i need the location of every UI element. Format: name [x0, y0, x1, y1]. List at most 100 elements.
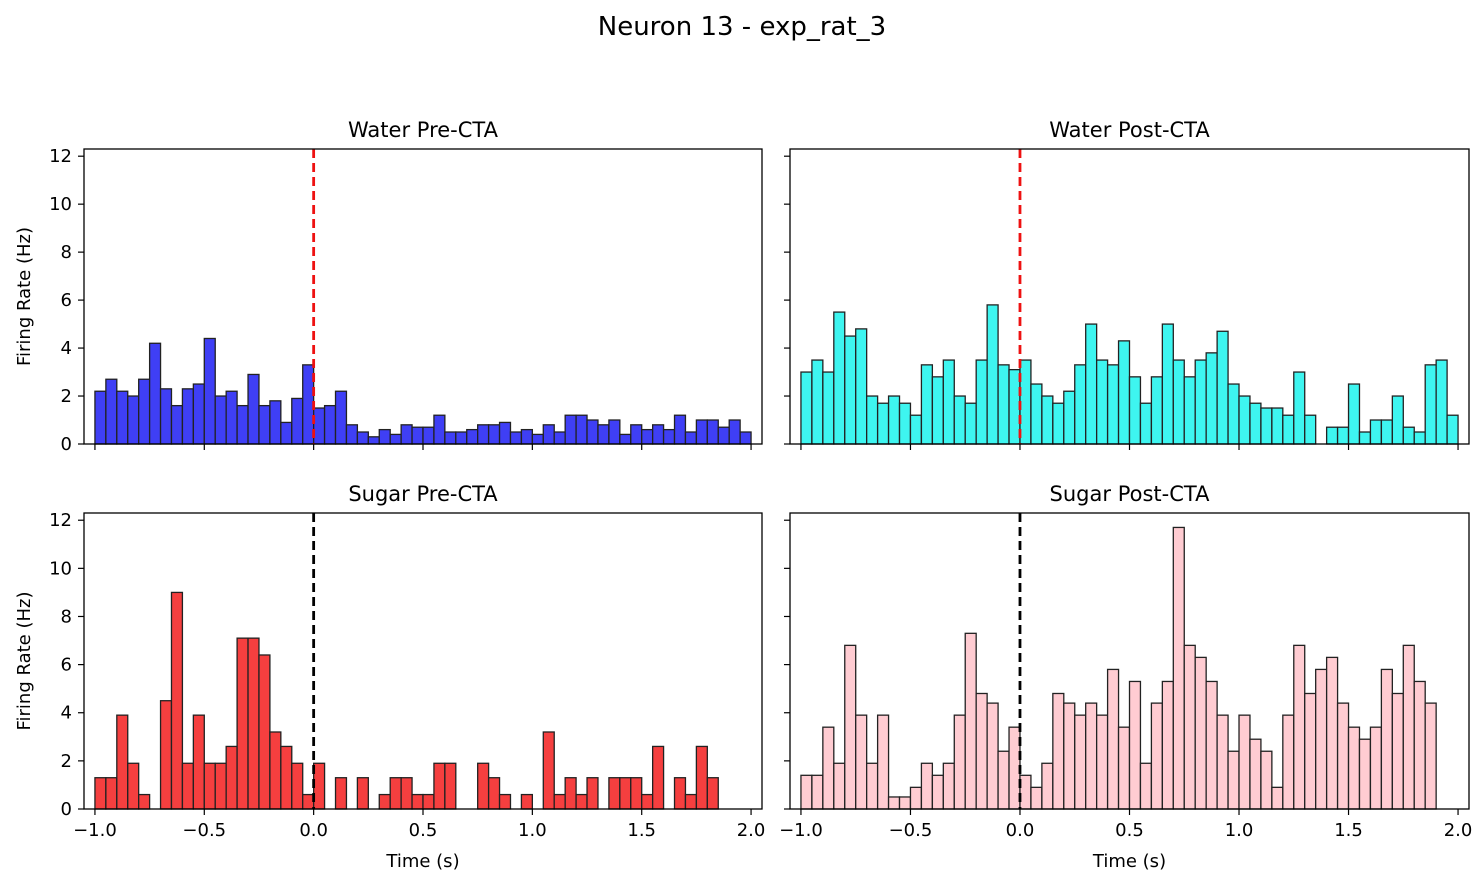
histogram-bar — [1249, 738, 1262, 810]
histogram-bars — [800, 526, 1437, 810]
histogram-bar — [1249, 402, 1262, 445]
histogram-bar — [1304, 414, 1317, 445]
histogram-bar — [291, 397, 304, 445]
histogram-bar — [1260, 750, 1273, 810]
histogram-bar — [1216, 330, 1229, 445]
histogram-bar — [444, 431, 457, 445]
histogram-bar — [170, 591, 184, 810]
histogram-bar — [619, 777, 632, 810]
histogram-bar — [844, 644, 857, 810]
y-axis-label: Firing Rate (Hz) — [14, 591, 35, 730]
histogram-bar — [909, 786, 923, 810]
histogram-bar — [739, 431, 752, 445]
histogram-bar — [553, 793, 566, 810]
histogram-bar — [728, 419, 741, 445]
histogram-bar — [542, 424, 555, 445]
histogram-bar — [1085, 323, 1098, 445]
x-tick-label: 1.5 — [1334, 820, 1363, 841]
histogram-bar — [706, 777, 719, 810]
histogram-bar — [651, 745, 665, 810]
subplot-title: Sugar Pre-CTA — [348, 482, 498, 506]
histogram-bar — [411, 793, 424, 810]
histogram-bar — [302, 793, 315, 810]
histogram-bar — [477, 762, 490, 810]
histogram-bar — [138, 378, 151, 445]
histogram-bar — [1402, 644, 1415, 810]
histogram-bar — [356, 777, 369, 810]
histogram-bar — [1074, 714, 1087, 810]
histogram-bar — [1424, 702, 1437, 810]
histogram-bar — [1293, 371, 1306, 445]
histogram-bar — [975, 692, 988, 810]
histogram-bar — [876, 402, 890, 445]
histogram-bar — [192, 714, 205, 810]
histogram-bar — [94, 777, 107, 810]
histogram-bar — [1347, 726, 1361, 810]
histogram-bar — [1391, 692, 1404, 810]
histogram-bar — [931, 376, 944, 445]
histogram-bar — [94, 390, 107, 445]
histogram-bar — [822, 371, 835, 445]
x-tick-label: 0.0 — [299, 820, 328, 841]
histogram-bar — [1183, 376, 1196, 445]
histogram-bar — [1008, 369, 1021, 445]
histogram-bar — [1139, 402, 1153, 445]
histogram-bar — [400, 424, 413, 445]
x-tick-label: 2.0 — [737, 820, 766, 841]
histogram-bar — [1128, 680, 1142, 810]
histogram-bar — [898, 796, 912, 810]
histogram-bar — [1019, 774, 1032, 810]
histogram-bar — [1095, 714, 1109, 810]
histogram-bar — [811, 774, 824, 810]
histogram-bar — [866, 762, 879, 810]
histogram-bar — [953, 395, 966, 445]
histogram-bar — [1238, 714, 1251, 810]
histogram-bar — [630, 424, 643, 445]
histogram-bar — [378, 793, 391, 810]
x-tick-label: 1.0 — [518, 820, 547, 841]
subplot-title: Sugar Post-CTA — [1050, 482, 1211, 506]
histogram-bar — [1358, 431, 1372, 445]
histogram-bar — [1293, 644, 1306, 810]
histogram-bar — [498, 421, 512, 445]
histogram-bar — [964, 632, 977, 810]
histogram-bar — [586, 777, 599, 810]
histogram-bar — [684, 431, 698, 445]
histogram-bar — [291, 762, 304, 810]
subplot-title: Water Post-CTA — [1049, 118, 1210, 142]
y-tick-label: 0 — [61, 434, 72, 455]
histogram-bar — [1238, 395, 1251, 445]
histogram-bar — [487, 424, 501, 445]
y-tick-label: 6 — [61, 290, 72, 311]
y-tick-label: 10 — [49, 194, 72, 215]
histogram-bar — [1369, 419, 1383, 445]
y-tick-label: 0 — [61, 799, 72, 820]
histogram-bar — [433, 762, 446, 810]
y-tick-label: 8 — [61, 606, 72, 627]
histogram-bar — [1161, 680, 1174, 810]
histogram-bar — [203, 337, 216, 445]
histogram-bar — [225, 745, 238, 810]
histogram-bar — [844, 335, 857, 445]
histogram-bar — [1117, 340, 1131, 445]
histogram-bar — [542, 731, 555, 810]
histogram-bar — [717, 426, 730, 445]
histogram-bar — [1271, 407, 1284, 445]
histogram-bar — [1271, 786, 1284, 810]
histogram-bar — [800, 774, 813, 810]
histogram-bar — [1095, 359, 1109, 445]
x-tick-label: −1.0 — [73, 820, 117, 841]
histogram-bar — [706, 419, 719, 445]
histogram-bar — [1150, 702, 1164, 810]
histogram-bars — [94, 337, 752, 445]
histogram-bar — [1358, 738, 1372, 810]
histogram-bar — [214, 762, 227, 810]
histogram-bar — [302, 364, 315, 445]
x-tick-label: −0.5 — [889, 820, 933, 841]
y-tick-label: 12 — [49, 510, 72, 531]
histogram-bar — [1227, 750, 1240, 810]
histogram-bar — [1325, 426, 1339, 445]
histogram-bar — [159, 388, 173, 445]
histogram-bar — [619, 433, 632, 445]
y-tick-label: 12 — [49, 146, 72, 167]
